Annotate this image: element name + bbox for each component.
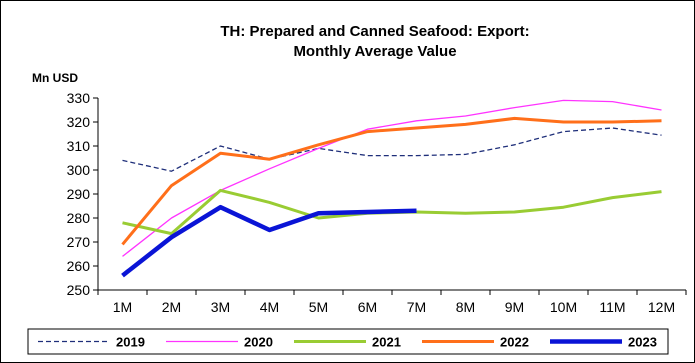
x-tick-label: 4M	[260, 299, 279, 315]
x-tick-label: 2M	[162, 299, 181, 315]
x-tick-label: 1M	[113, 299, 132, 315]
y-tick-label: 260	[67, 258, 91, 274]
x-tick-label: 12M	[648, 299, 675, 315]
x-tick-label: 3M	[211, 299, 230, 315]
legend-label-2022: 2022	[500, 335, 529, 350]
series-line-2023	[121, 204, 417, 278]
series-line-2020	[122, 99, 662, 257]
y-tick-label: 320	[67, 114, 91, 130]
y-tick-label: 250	[67, 282, 91, 298]
y-tick-label: 330	[67, 90, 91, 106]
chart-title-line-1: TH: Prepared and Canned Seafood: Export:	[220, 23, 529, 40]
y-tick-label: 290	[67, 186, 91, 202]
chart-title-line-2: Monthly Average Value	[293, 43, 456, 60]
x-tick-label: 6M	[358, 299, 377, 315]
y-tick-label: 300	[67, 162, 91, 178]
legend-label-2023: 2023	[628, 335, 657, 350]
x-tick-label: 9M	[505, 299, 524, 315]
series-line-2019	[122, 127, 662, 172]
legend-label-2021: 2021	[372, 335, 401, 350]
legend-label-2019: 2019	[116, 335, 145, 350]
x-tick-label: 8M	[456, 299, 475, 315]
y-tick-label: 270	[67, 234, 91, 250]
series-line-2022	[121, 116, 662, 246]
plot-area: 250 260 270 280 290 300 310 320 330 1M 2M 3M 4M 5M 6M 7…	[67, 90, 687, 315]
x-tick-label: 5M	[309, 299, 328, 315]
y-tick-label: 310	[67, 138, 91, 154]
x-tick-label: 11M	[599, 299, 625, 315]
y-tick-label: 280	[67, 210, 91, 226]
x-tick-label: 7M	[407, 299, 426, 315]
legend: 2019 2020 2021 2022 2023	[27, 328, 669, 355]
x-tick-label: 10M	[550, 299, 577, 315]
legend-label-2020: 2020	[244, 335, 273, 350]
y-axis-label: Mn USD	[32, 71, 78, 85]
